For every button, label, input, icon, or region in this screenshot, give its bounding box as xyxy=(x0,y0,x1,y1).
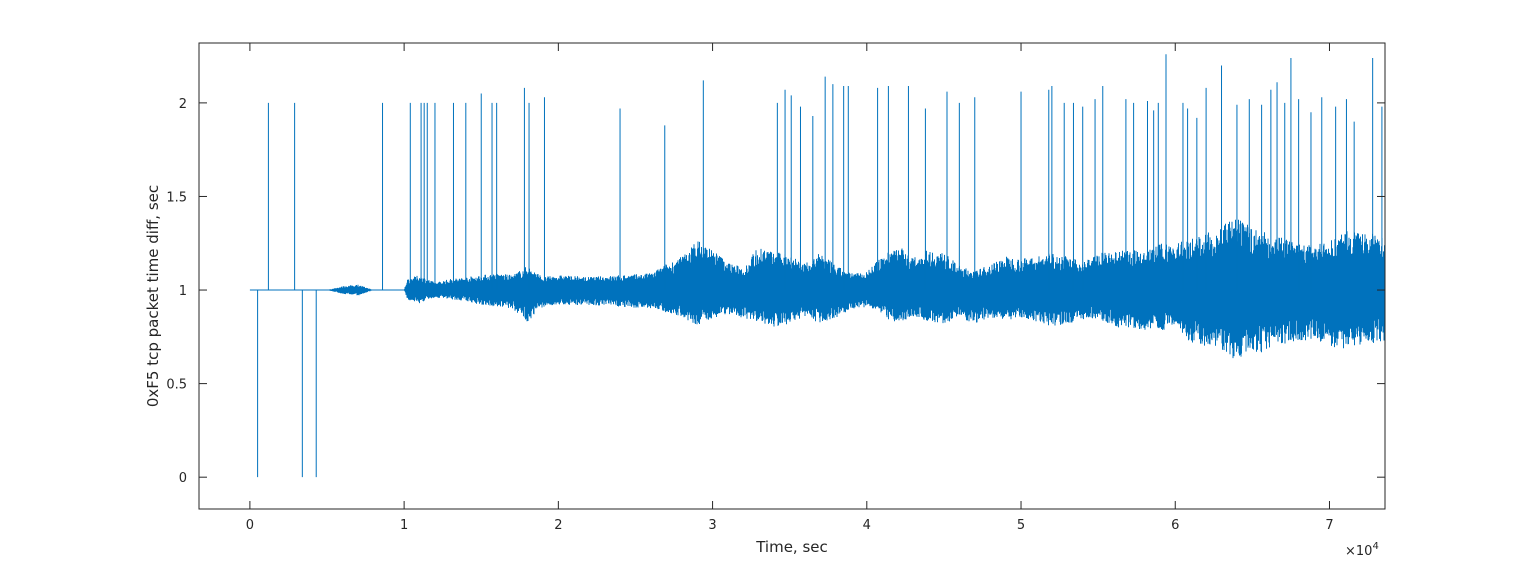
y-tick-label: 2 xyxy=(179,97,187,112)
y-tick-label: 0.5 xyxy=(166,378,187,393)
axes-box xyxy=(198,42,1386,510)
y-tick-label: 1 xyxy=(179,284,187,299)
x-tick-label: 4 xyxy=(863,518,871,533)
x-axis-label: Time, sec xyxy=(755,538,828,556)
x-axis-exponent-base: ×10 xyxy=(1345,544,1372,559)
x-tick-label: 6 xyxy=(1171,518,1179,533)
x-axis-exponent: ×104 xyxy=(1345,541,1379,559)
x-tick-label: 3 xyxy=(708,518,716,533)
x-tick-label: 7 xyxy=(1325,518,1333,533)
y-tick-label: 1.5 xyxy=(166,190,187,205)
series-layer xyxy=(249,54,1386,478)
y-axis-label: 0xF5 tcp packet time diff, sec xyxy=(144,185,162,407)
x-tick-label: 1 xyxy=(400,518,408,533)
x-tick-label: 2 xyxy=(554,518,562,533)
x-axis-exponent-power: 4 xyxy=(1372,541,1378,552)
tick-layer: 0 1 2 3 4 5 6 7 0 0.5 1 1.5 2 xyxy=(166,43,1385,533)
axes-layer xyxy=(198,42,1386,510)
y-tick-label: 0 xyxy=(179,471,187,486)
x-tick-label: 0 xyxy=(246,518,254,533)
x-tick-label: 5 xyxy=(1017,518,1025,533)
